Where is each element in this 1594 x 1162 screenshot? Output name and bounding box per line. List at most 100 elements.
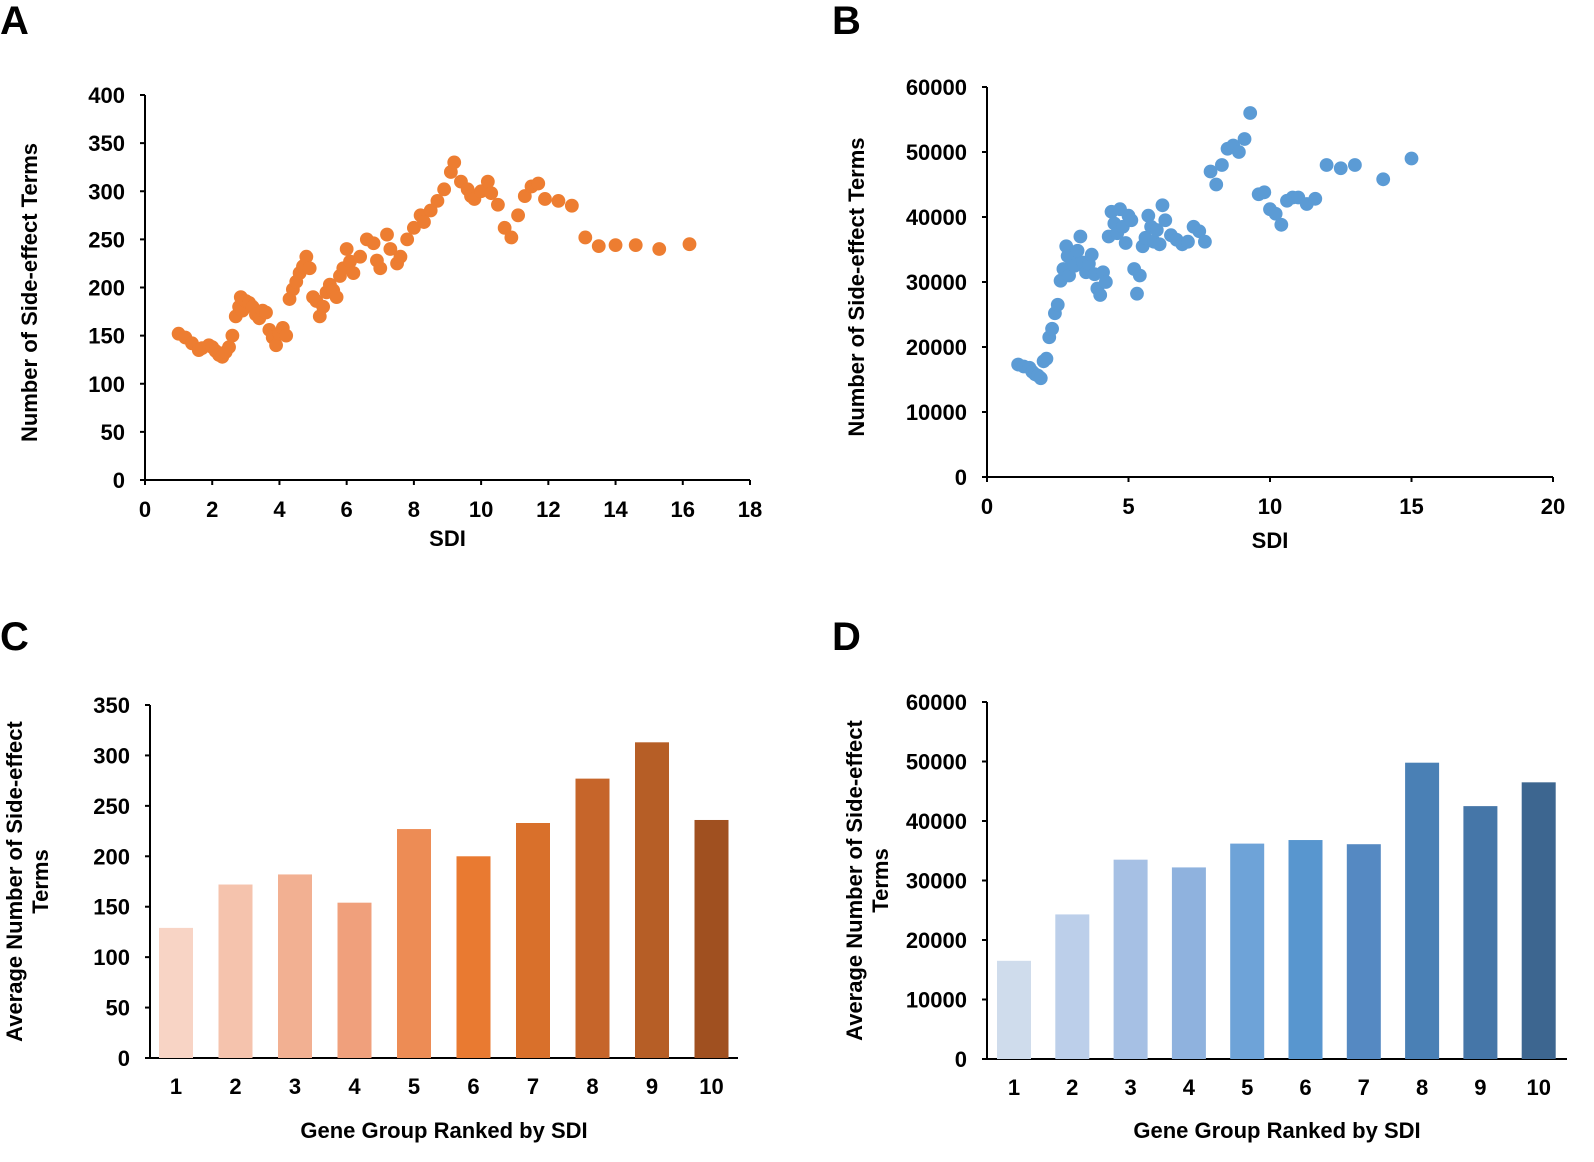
x-tick-label: 0 xyxy=(139,497,151,522)
x-tick-label: 16 xyxy=(671,497,695,522)
data-point xyxy=(1214,158,1229,172)
y-tick-label: 30000 xyxy=(906,270,967,295)
x-tick-label: 8 xyxy=(1416,1075,1428,1100)
y-tick-label: 350 xyxy=(93,693,130,718)
bar xyxy=(1171,867,1206,1059)
data-point xyxy=(1039,351,1054,366)
bar xyxy=(278,874,312,1058)
bar xyxy=(694,819,729,1058)
data-point xyxy=(393,249,408,264)
data-point xyxy=(578,230,593,245)
data-point xyxy=(380,227,394,242)
data-point xyxy=(1155,198,1170,213)
data-point xyxy=(652,242,667,256)
x-tick-label: 15 xyxy=(1399,494,1423,519)
y-tick-label: 40000 xyxy=(906,809,967,834)
data-point xyxy=(339,242,354,256)
y-tick-label: 250 xyxy=(88,227,125,252)
data-point xyxy=(1098,275,1113,289)
data-point xyxy=(1333,161,1348,176)
y-tick-label: 300 xyxy=(93,743,130,768)
data-point xyxy=(497,220,512,235)
data-point xyxy=(504,230,519,245)
data-point xyxy=(299,249,314,264)
data-point xyxy=(1073,229,1088,244)
bar xyxy=(1521,782,1556,1059)
bar xyxy=(218,884,253,1058)
y-tick-label: 10000 xyxy=(906,400,967,425)
data-point xyxy=(1257,185,1272,200)
x-tick-label: 9 xyxy=(646,1074,658,1099)
panel-letter-d: D xyxy=(832,615,861,659)
bar xyxy=(337,902,372,1058)
bar xyxy=(397,829,431,1058)
y-tick-label: 0 xyxy=(955,1047,967,1072)
data-point xyxy=(1149,223,1164,237)
x-tick-label: 10 xyxy=(1258,494,1282,519)
bar xyxy=(1346,844,1381,1059)
data-point xyxy=(400,232,415,247)
y-axis-title: Number of Side-effect Terms xyxy=(844,137,869,436)
bar xyxy=(1055,914,1090,1059)
y-tick-label: 20000 xyxy=(906,928,967,953)
data-point xyxy=(551,193,566,208)
x-tick-label: 5 xyxy=(1241,1075,1253,1100)
x-tick-label: 1 xyxy=(170,1074,182,1099)
y-axis-title-line: Average Number of Side-effect xyxy=(2,720,27,1041)
data-point xyxy=(1209,177,1224,192)
data-point xyxy=(1348,158,1362,172)
data-point xyxy=(1376,172,1391,187)
y-tick-label: 10000 xyxy=(906,988,967,1013)
scatter-chart-b: 0 10000 20000 30000 40000 50000 60000 0 5 10 15 20 S… xyxy=(844,75,1565,553)
x-tick-label: 6 xyxy=(341,497,353,522)
y-axis-title-line: Terms xyxy=(28,849,53,913)
data-point xyxy=(1404,151,1419,166)
panel-letter-a: A xyxy=(0,0,29,43)
bar xyxy=(1405,762,1440,1059)
bar xyxy=(997,960,1031,1059)
y-axis-title: Number of Side-effect Terms xyxy=(17,143,42,442)
x-tick-label: 20 xyxy=(1541,494,1565,519)
x-tick-label: 10 xyxy=(1526,1075,1550,1100)
bar xyxy=(575,778,610,1058)
y-tick-label: 0 xyxy=(955,465,967,490)
y-tick-label: 60000 xyxy=(906,690,967,715)
x-tick-label: 3 xyxy=(289,1074,301,1099)
x-tick-label: 6 xyxy=(1299,1075,1311,1100)
x-tick-label: 2 xyxy=(1066,1075,1078,1100)
data-point xyxy=(1132,268,1147,283)
data-point xyxy=(1130,286,1144,301)
x-tick-label: 12 xyxy=(536,497,560,522)
data-point xyxy=(682,237,697,252)
data-point xyxy=(1198,234,1212,249)
data-point xyxy=(531,176,546,191)
y-tick-label: 0 xyxy=(118,1046,130,1071)
y-tick-label: 20000 xyxy=(906,335,967,360)
y-tick-label: 50 xyxy=(106,996,130,1021)
y-tick-label: 400 xyxy=(88,83,125,108)
x-tick-label: 7 xyxy=(527,1074,539,1099)
x-tick-label: 4 xyxy=(1183,1075,1196,1100)
bar xyxy=(635,742,669,1058)
y-axis-title-line: Average Number of Side-effect xyxy=(842,719,867,1040)
x-tick-label: 0 xyxy=(981,494,993,519)
x-tick-label: 1 xyxy=(1008,1075,1020,1100)
data-point xyxy=(491,197,505,212)
data-point xyxy=(373,261,388,276)
data-point xyxy=(1118,236,1133,250)
y-tick-label: 350 xyxy=(88,131,125,156)
data-point xyxy=(1268,206,1283,221)
y-tick-label: 300 xyxy=(88,179,125,204)
x-tick-label: 9 xyxy=(1474,1075,1486,1100)
x-axis-title: Gene Group Ranked by SDI xyxy=(300,1118,587,1143)
y-axis-title-line: Terms xyxy=(868,848,893,912)
y-tick-label: 50000 xyxy=(906,750,967,775)
data-point xyxy=(1070,243,1085,258)
x-tick-label: 10 xyxy=(469,497,493,522)
data-point xyxy=(259,305,273,320)
y-axis-title: Average Number of Side-effectTerms xyxy=(2,720,53,1041)
x-tick-label: 4 xyxy=(348,1074,361,1099)
data-point xyxy=(1231,145,1246,159)
y-tick-label: 150 xyxy=(93,895,130,920)
